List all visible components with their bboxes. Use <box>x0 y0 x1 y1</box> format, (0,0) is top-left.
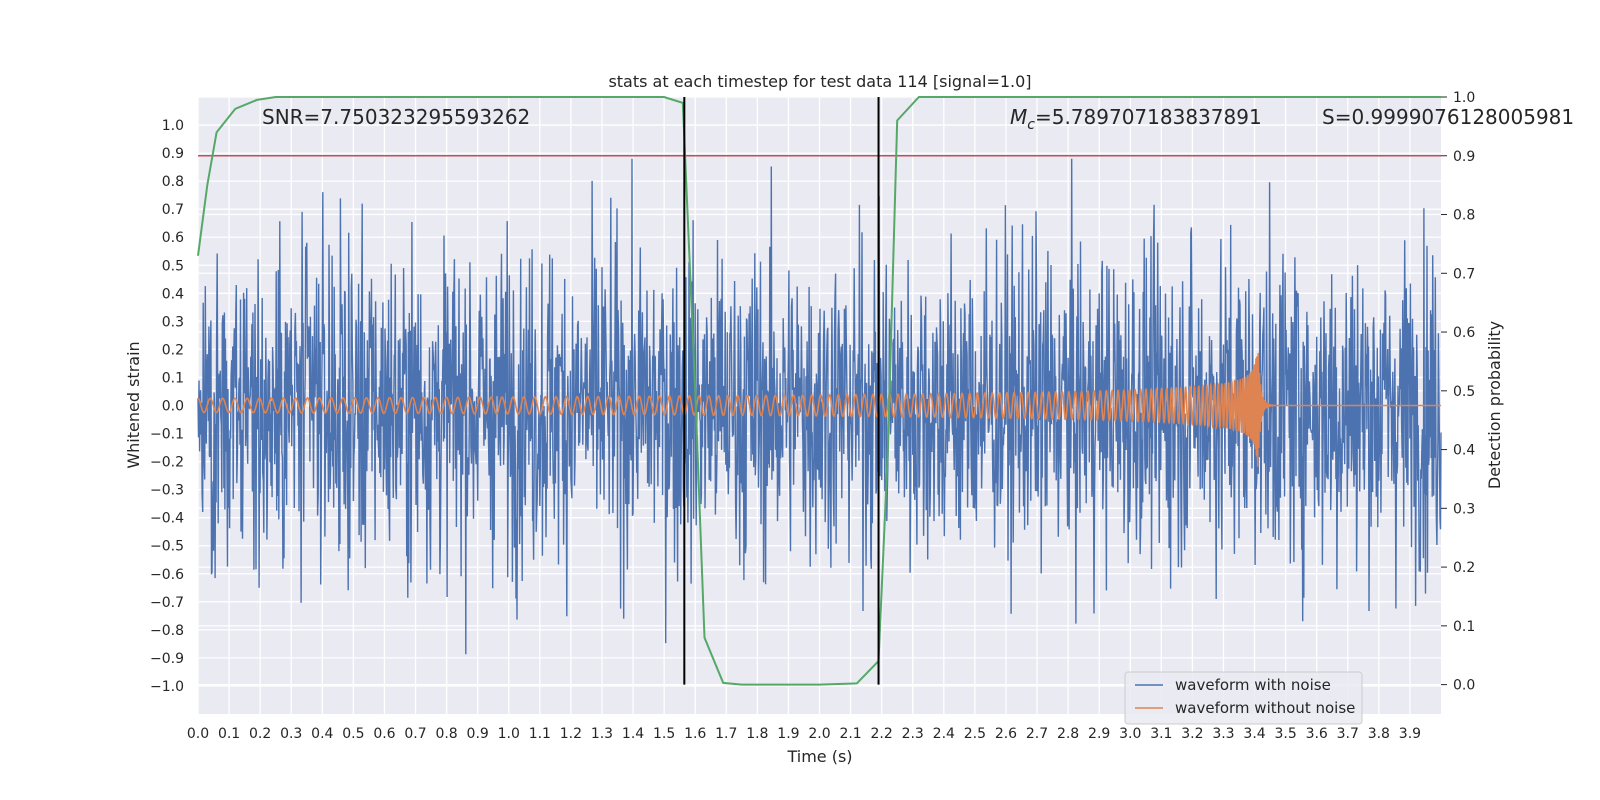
y-tick-label-left: −0.8 <box>150 623 184 639</box>
y-tick-label-left: 0.7 <box>162 202 184 218</box>
y-tick-label-right: 0.8 <box>1453 208 1475 224</box>
y-tick-label-left: 0.5 <box>162 258 184 274</box>
series-waveform-with-noise <box>197 158 1442 655</box>
y-tick-label-left: 0.9 <box>162 146 184 162</box>
y-tick-label-left: −0.3 <box>150 483 184 499</box>
x-tick-label: 0.4 <box>311 726 333 742</box>
x-tick-label: 0.1 <box>218 726 240 742</box>
x-tick-label: 2.8 <box>1057 726 1079 742</box>
y-tick-label-right: 0.4 <box>1453 443 1475 459</box>
chirp-mass-value: =5.789707183837891 <box>1035 105 1262 129</box>
y-axis-label-left: Whitened strain <box>124 341 143 468</box>
y-tick-label-left: 0.6 <box>162 230 184 246</box>
series-detection-probability <box>197 96 1441 686</box>
y-tick-label-left: −0.2 <box>150 455 184 471</box>
legend-label-noise: waveform with noise <box>1175 676 1331 694</box>
legend: waveform with noise waveform without noi… <box>1124 671 1363 725</box>
chart-title: stats at each timestep for test data 114… <box>608 72 1031 91</box>
snr-annotation: SNR=7.750323295593262 <box>262 105 530 129</box>
x-tick-label: 1.6 <box>684 726 706 742</box>
y-tick-label-right: 0.9 <box>1453 149 1475 165</box>
x-tick-label: 3.6 <box>1306 726 1328 742</box>
x-tick-label: 2.6 <box>995 726 1017 742</box>
x-tick-label: 3.0 <box>1119 726 1141 742</box>
y-tick-label-right: 0.7 <box>1453 266 1475 282</box>
y-tick-label-right: 0.3 <box>1453 501 1475 517</box>
y-tick-label-left: 0.1 <box>162 370 184 386</box>
y-tick-label-right: 1.0 <box>1453 90 1475 106</box>
legend-label-clean: waveform without noise <box>1175 699 1355 717</box>
y-tick-label-right: 0.6 <box>1453 325 1475 341</box>
y-tick-label-left: −0.9 <box>150 651 184 667</box>
x-tick-label: 3.4 <box>1243 726 1265 742</box>
x-tick-label: 3.8 <box>1368 726 1390 742</box>
x-tick-label: 1.4 <box>622 726 644 742</box>
y-tick-label-left: −0.7 <box>150 595 184 611</box>
x-tick-label: 3.3 <box>1212 726 1234 742</box>
x-tick-label: 2.1 <box>839 726 861 742</box>
x-tick-label: 1.2 <box>560 726 582 742</box>
x-tick-label: 1.9 <box>777 726 799 742</box>
x-tick-label: 0.7 <box>404 726 426 742</box>
y-tick-label-left: 0.8 <box>162 174 184 190</box>
x-tick-label: 0.9 <box>467 726 489 742</box>
y-tick-label-right: 0.0 <box>1453 678 1475 694</box>
chirp-mass-symbol: M <box>1010 105 1027 129</box>
y-tick-label-right: 0.5 <box>1453 384 1475 400</box>
y-tick-label-left: 0.3 <box>162 314 184 330</box>
y-tick-label-right: 0.2 <box>1453 560 1475 576</box>
y-tick-label-left: −1.0 <box>150 679 184 695</box>
chirp-mass-annotation: Mc=5.789707183837891 <box>1010 105 1262 133</box>
y-tick-label-left: −0.5 <box>150 539 184 555</box>
y-tick-label-right: 0.1 <box>1453 619 1475 635</box>
x-tick-label: 0.3 <box>280 726 302 742</box>
x-tick-label: 2.2 <box>871 726 893 742</box>
x-tick-label: 1.5 <box>653 726 675 742</box>
x-tick-label: 1.8 <box>746 726 768 742</box>
series-layer <box>197 96 1442 686</box>
x-tick-label: 0.2 <box>249 726 271 742</box>
x-tick-label: 0.6 <box>373 726 395 742</box>
x-tick-label: 2.5 <box>964 726 986 742</box>
y-tick-label-left: −0.6 <box>150 567 184 583</box>
x-tick-label: 2.9 <box>1088 726 1110 742</box>
y-tick-label-left: 1.0 <box>162 118 184 134</box>
series-waveform-without-noise <box>197 352 1441 467</box>
x-tick-label: 2.7 <box>1026 726 1048 742</box>
x-tick-label: 3.5 <box>1274 726 1296 742</box>
x-tick-label: 3.7 <box>1337 726 1359 742</box>
x-tick-label: 2.0 <box>808 726 830 742</box>
ticks-layer: 0.0 0.1 0.2 0.3 0.4 0.5 0.6 0.7 0.8 0.9 1.0 1.1 1.2 1… <box>150 90 1475 742</box>
x-tick-label: 3.2 <box>1181 726 1203 742</box>
s-annotation: S=0.9999076128005981 <box>1322 105 1574 129</box>
y-tick-label-left: 0.2 <box>162 342 184 358</box>
y-tick-label-left: 0.0 <box>162 399 184 415</box>
legend-box <box>1124 671 1363 725</box>
x-tick-label: 3.9 <box>1399 726 1421 742</box>
x-tick-label: 0.5 <box>342 726 364 742</box>
x-tick-label: 1.0 <box>498 726 520 742</box>
x-tick-label: 3.1 <box>1150 726 1172 742</box>
y-tick-label-left: −0.4 <box>150 511 184 527</box>
x-tick-label: 1.3 <box>591 726 613 742</box>
y-tick-label-left: −0.1 <box>150 427 184 443</box>
chirp-mass-subscript: c <box>1027 117 1035 133</box>
y-axis-label-right: Detection probability <box>1485 321 1504 489</box>
x-tick-label: 1.1 <box>529 726 551 742</box>
x-tick-label: 2.4 <box>933 726 955 742</box>
x-tick-label: 0.8 <box>435 726 457 742</box>
x-tick-label: 0.0 <box>187 726 209 742</box>
x-tick-label: 2.3 <box>902 726 924 742</box>
x-tick-label: 1.7 <box>715 726 737 742</box>
x-axis-label: Time (s) <box>786 747 852 766</box>
y-tick-label-left: 0.4 <box>162 286 184 302</box>
